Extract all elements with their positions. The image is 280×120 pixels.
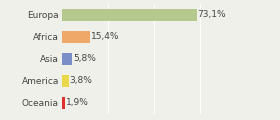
Bar	[62, 97, 65, 109]
Text: 73,1%: 73,1%	[198, 10, 226, 19]
Bar	[62, 53, 72, 65]
Text: 15,4%: 15,4%	[91, 32, 120, 41]
Text: 5,8%: 5,8%	[73, 54, 96, 63]
Bar	[62, 31, 90, 43]
Text: 1,9%: 1,9%	[66, 98, 89, 107]
Bar	[62, 75, 69, 87]
Bar	[62, 9, 197, 21]
Text: 3,8%: 3,8%	[69, 76, 92, 85]
